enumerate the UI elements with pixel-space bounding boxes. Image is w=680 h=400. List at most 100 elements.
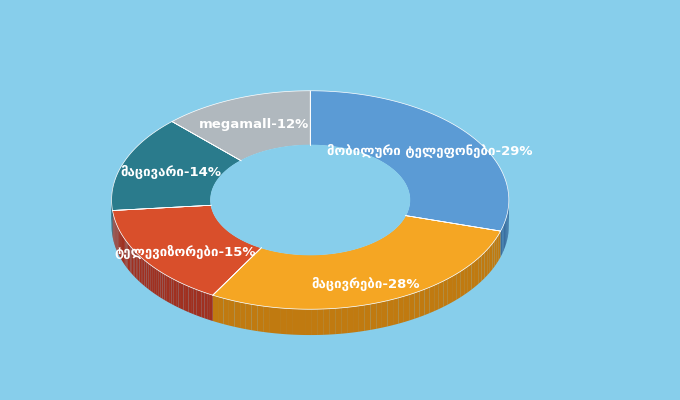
Polygon shape <box>504 221 505 250</box>
Polygon shape <box>169 277 171 304</box>
Polygon shape <box>500 228 503 257</box>
Polygon shape <box>251 244 252 270</box>
Polygon shape <box>245 303 252 330</box>
Polygon shape <box>121 233 122 261</box>
Polygon shape <box>152 266 154 293</box>
Polygon shape <box>335 252 337 279</box>
Polygon shape <box>242 240 243 266</box>
Polygon shape <box>357 247 360 274</box>
Polygon shape <box>370 243 372 270</box>
Polygon shape <box>478 256 481 284</box>
Polygon shape <box>420 289 424 317</box>
Polygon shape <box>293 309 299 335</box>
Polygon shape <box>275 251 278 278</box>
Polygon shape <box>224 298 229 326</box>
Polygon shape <box>133 250 135 277</box>
Polygon shape <box>337 252 341 278</box>
Polygon shape <box>223 226 224 253</box>
Polygon shape <box>481 252 484 281</box>
Polygon shape <box>228 231 229 258</box>
Polygon shape <box>364 304 371 331</box>
Polygon shape <box>310 91 509 231</box>
Polygon shape <box>229 300 235 327</box>
Polygon shape <box>248 243 250 269</box>
Polygon shape <box>257 246 258 272</box>
Polygon shape <box>211 145 409 255</box>
Polygon shape <box>456 272 460 300</box>
Polygon shape <box>393 298 398 325</box>
Polygon shape <box>135 251 136 278</box>
Polygon shape <box>245 242 247 268</box>
Text: megamall-12%: megamall-12% <box>199 118 309 130</box>
Polygon shape <box>353 306 359 332</box>
Polygon shape <box>250 243 251 270</box>
Polygon shape <box>252 244 253 270</box>
Polygon shape <box>165 274 167 302</box>
Polygon shape <box>258 247 260 273</box>
Polygon shape <box>328 253 332 280</box>
Polygon shape <box>227 230 228 257</box>
Polygon shape <box>229 232 231 258</box>
Polygon shape <box>194 288 197 315</box>
Polygon shape <box>118 228 119 256</box>
Polygon shape <box>296 254 299 280</box>
Polygon shape <box>171 278 174 305</box>
Polygon shape <box>341 307 347 334</box>
Polygon shape <box>323 254 326 280</box>
Polygon shape <box>434 283 439 311</box>
Polygon shape <box>405 214 406 241</box>
Polygon shape <box>341 252 343 278</box>
Polygon shape <box>129 245 131 272</box>
Polygon shape <box>264 248 267 275</box>
Polygon shape <box>475 258 478 287</box>
Polygon shape <box>210 294 213 321</box>
Polygon shape <box>197 290 199 316</box>
Polygon shape <box>468 264 471 292</box>
Polygon shape <box>243 240 244 267</box>
Polygon shape <box>346 250 349 277</box>
Polygon shape <box>375 240 377 268</box>
Polygon shape <box>131 246 132 274</box>
Polygon shape <box>311 254 313 280</box>
Polygon shape <box>158 270 160 298</box>
Polygon shape <box>199 290 202 317</box>
Polygon shape <box>506 214 507 244</box>
Polygon shape <box>464 266 468 295</box>
Polygon shape <box>398 223 400 251</box>
Polygon shape <box>224 227 225 254</box>
Polygon shape <box>302 254 305 280</box>
Polygon shape <box>326 254 328 280</box>
Polygon shape <box>226 230 227 256</box>
Polygon shape <box>490 244 492 272</box>
Polygon shape <box>384 236 386 263</box>
Polygon shape <box>347 307 353 333</box>
Polygon shape <box>311 309 317 335</box>
Polygon shape <box>335 308 341 334</box>
Polygon shape <box>460 269 464 297</box>
Polygon shape <box>225 228 226 254</box>
Polygon shape <box>471 261 475 290</box>
Polygon shape <box>202 292 205 318</box>
Polygon shape <box>154 268 156 295</box>
Polygon shape <box>116 223 117 250</box>
Polygon shape <box>499 231 500 260</box>
Polygon shape <box>497 234 499 263</box>
Polygon shape <box>392 229 394 256</box>
Polygon shape <box>138 254 139 282</box>
Polygon shape <box>241 239 242 266</box>
Polygon shape <box>299 309 305 335</box>
Polygon shape <box>213 216 500 309</box>
Polygon shape <box>443 279 447 307</box>
Polygon shape <box>439 281 443 309</box>
Polygon shape <box>220 223 221 250</box>
Polygon shape <box>332 253 335 279</box>
Polygon shape <box>299 254 302 280</box>
Polygon shape <box>349 250 352 276</box>
Polygon shape <box>120 232 121 259</box>
Polygon shape <box>218 297 224 324</box>
Polygon shape <box>396 226 397 254</box>
Polygon shape <box>132 248 133 275</box>
Polygon shape <box>234 235 235 262</box>
Polygon shape <box>176 280 179 308</box>
Polygon shape <box>156 269 158 296</box>
